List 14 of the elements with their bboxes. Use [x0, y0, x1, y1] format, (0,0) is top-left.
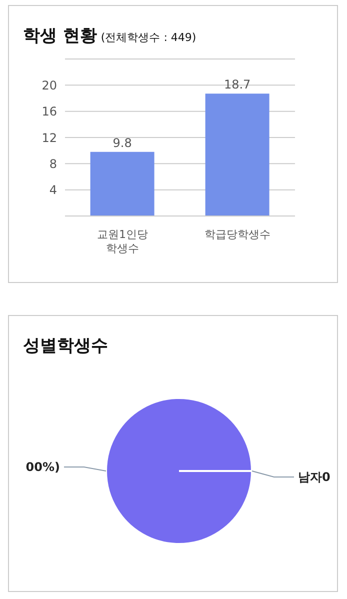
data-label: 18.7 [224, 78, 251, 92]
chart-subtitle: (전체학생수 : 449) [100, 31, 196, 44]
y-tick-label: 12 [42, 130, 57, 145]
x-tick-label: 학급당학생수 [204, 228, 270, 241]
data-label: 9.8 [112, 136, 132, 150]
legend-label: 남자0 [298, 470, 330, 484]
slice-label: 00%) [26, 460, 60, 474]
chart-title: 학생 현황 [23, 26, 97, 46]
chart-title: 성별학생수 [23, 336, 108, 356]
y-tick-label: 20 [42, 78, 57, 92]
x-tick-label: 교원1인당 학생수 [97, 228, 148, 255]
y-tick-label: 4 [49, 183, 57, 198]
y-tick-label: 8 [49, 156, 57, 171]
y-tick-label: 16 [42, 104, 57, 119]
